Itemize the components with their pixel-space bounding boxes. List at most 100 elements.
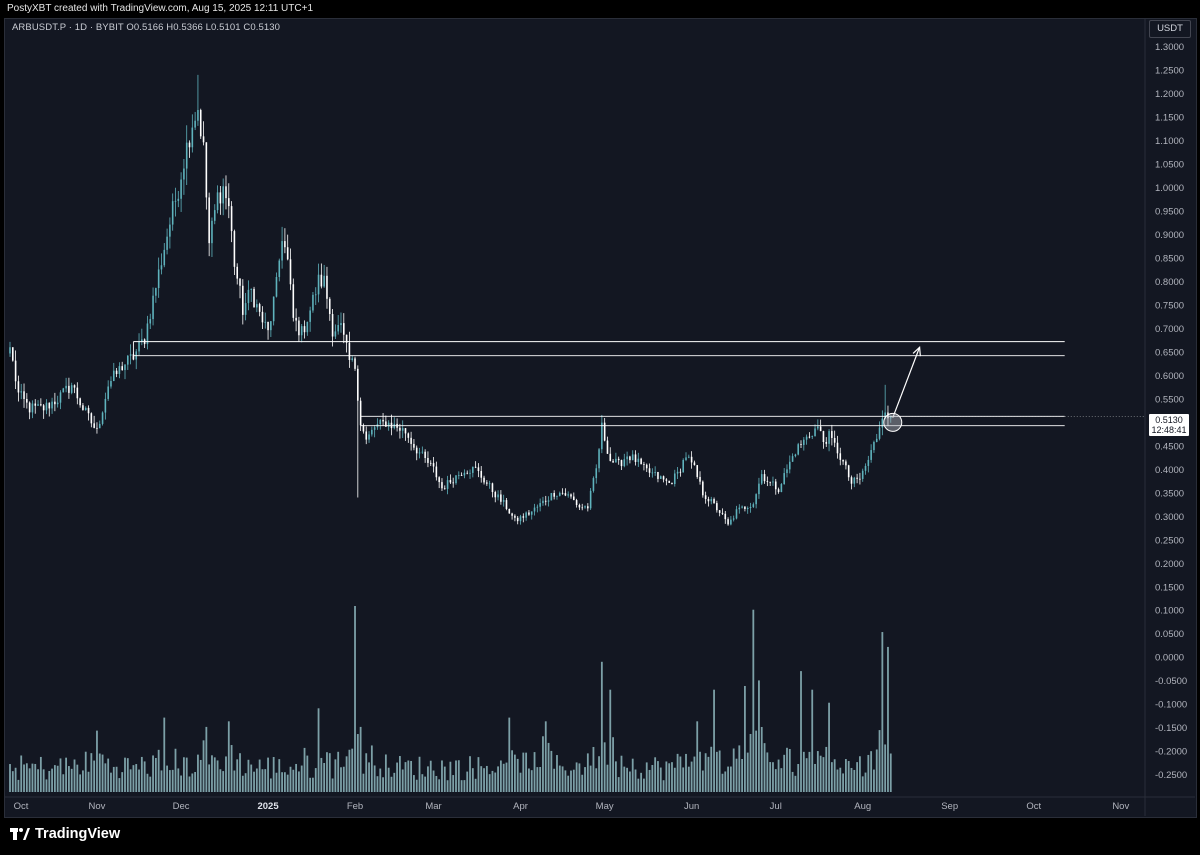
volume-bar bbox=[581, 774, 584, 792]
candle-body bbox=[643, 464, 645, 465]
candle-body bbox=[233, 231, 236, 267]
volume-bar bbox=[76, 764, 79, 792]
candle-body bbox=[202, 136, 205, 143]
candle-body bbox=[270, 321, 272, 331]
volume-bar bbox=[427, 766, 429, 792]
candle-body bbox=[466, 472, 469, 474]
y-tick-label: 0.5500 bbox=[1155, 394, 1184, 405]
volume-bar bbox=[84, 751, 87, 792]
volume-bar bbox=[603, 742, 606, 792]
volume-bar bbox=[710, 746, 713, 792]
candle-body bbox=[797, 444, 800, 455]
volume-bar bbox=[202, 740, 205, 792]
candle-body bbox=[530, 511, 533, 515]
volume-bar bbox=[802, 751, 805, 792]
volume-bar bbox=[780, 768, 783, 792]
candle-body bbox=[194, 120, 196, 128]
y-tick-label: -0.1500 bbox=[1155, 723, 1187, 734]
candle-body bbox=[42, 405, 45, 411]
volume-bar bbox=[166, 765, 168, 792]
volume-bar bbox=[575, 762, 578, 792]
candle-body bbox=[469, 472, 471, 474]
volume-bar bbox=[699, 751, 701, 792]
candle-body bbox=[606, 440, 609, 454]
candle-body bbox=[716, 503, 718, 511]
volume-bar bbox=[522, 752, 525, 792]
candle-body bbox=[9, 347, 11, 354]
candle-body bbox=[477, 467, 480, 472]
candle-body bbox=[645, 464, 648, 469]
volume-bar bbox=[205, 726, 208, 792]
tradingview-logo[interactable]: TradingView bbox=[10, 826, 120, 842]
volume-bar bbox=[595, 768, 598, 792]
candle-body bbox=[662, 476, 665, 480]
volume-bar bbox=[766, 752, 769, 792]
candle-body bbox=[780, 484, 783, 493]
volume-bar bbox=[752, 609, 755, 792]
candle-body bbox=[673, 473, 676, 484]
candle-body bbox=[191, 127, 194, 148]
volume-bar bbox=[59, 758, 62, 792]
volume-bar bbox=[867, 754, 870, 792]
candle-body bbox=[253, 288, 255, 308]
candle-body bbox=[387, 422, 390, 427]
volume-bar bbox=[839, 767, 842, 792]
volume-bar bbox=[561, 766, 564, 792]
volume-bar bbox=[553, 768, 556, 792]
volume-bar bbox=[365, 753, 368, 792]
volume-bar bbox=[62, 774, 65, 792]
y-tick-label: 1.3000 bbox=[1155, 42, 1184, 53]
candle-body bbox=[581, 507, 584, 509]
candle-body bbox=[222, 186, 224, 204]
volume-bar bbox=[283, 772, 286, 792]
volume-bar bbox=[612, 737, 614, 792]
candle-body bbox=[777, 489, 780, 493]
x-tick-label: Nov bbox=[89, 801, 106, 812]
candle-body bbox=[828, 431, 830, 444]
volume-bar bbox=[25, 763, 28, 792]
candle-body bbox=[839, 453, 842, 460]
y-tick-label: -0.0500 bbox=[1155, 676, 1187, 687]
volume-bar bbox=[132, 765, 135, 792]
candle-body bbox=[769, 481, 771, 483]
volume-bar bbox=[558, 765, 561, 792]
candle-body bbox=[365, 431, 368, 440]
candle-body bbox=[284, 241, 286, 248]
candle-body bbox=[20, 391, 23, 393]
candle-body bbox=[595, 468, 598, 479]
candle-body bbox=[648, 468, 651, 473]
y-tick-label: -0.2000 bbox=[1155, 747, 1187, 758]
candle-body bbox=[654, 472, 656, 473]
volume-bar bbox=[881, 632, 884, 792]
volume-bar bbox=[337, 751, 340, 792]
volume-bar bbox=[452, 775, 455, 792]
volume-bar bbox=[211, 755, 213, 792]
candle-body bbox=[752, 504, 755, 507]
candle-body bbox=[629, 456, 631, 461]
volume-bar bbox=[519, 772, 522, 792]
volume-bar bbox=[183, 757, 185, 792]
currency-selector[interactable]: USDT bbox=[1149, 20, 1191, 38]
volume-bar bbox=[516, 758, 519, 792]
volume-bar bbox=[253, 771, 255, 792]
candle-body bbox=[379, 419, 382, 425]
candle-body bbox=[138, 341, 140, 352]
price-chart[interactable]: 1.3000 1.2500 1.2000 1.1500 1.1000 1.0500 1.00… bbox=[0, 0, 1200, 818]
candle-body bbox=[410, 437, 412, 444]
volume-bar bbox=[760, 726, 763, 792]
volume-bar bbox=[514, 754, 516, 792]
candle-body bbox=[177, 198, 180, 201]
candle-body bbox=[244, 303, 247, 315]
candle-body bbox=[449, 480, 452, 483]
volume-bar bbox=[112, 766, 115, 792]
volume-bar bbox=[390, 776, 393, 792]
volume-bar bbox=[39, 756, 42, 792]
volume-bar bbox=[847, 761, 850, 792]
volume-bar bbox=[194, 772, 197, 792]
candle-body bbox=[881, 418, 884, 428]
candle-body bbox=[688, 456, 690, 458]
candle-body bbox=[48, 402, 51, 409]
volume-bar bbox=[53, 765, 56, 792]
volume-bar bbox=[648, 769, 651, 792]
x-tick-label: Oct bbox=[14, 801, 29, 812]
